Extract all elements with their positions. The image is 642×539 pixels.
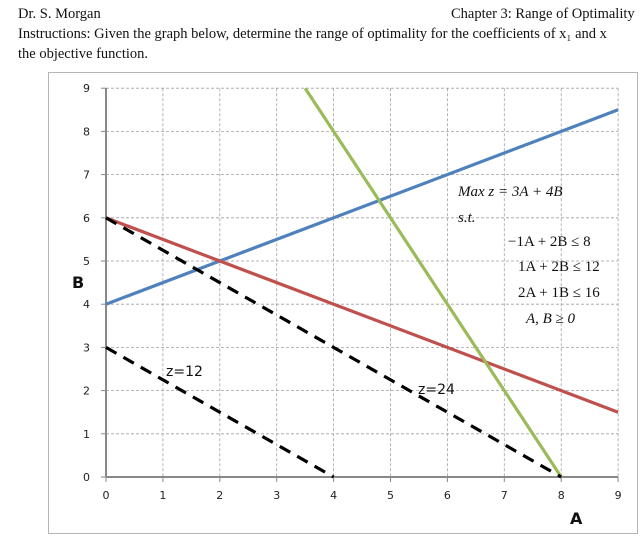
- x-tick-label: 4: [330, 489, 337, 502]
- x-axis-label: A: [570, 509, 583, 528]
- chapter-title: Chapter 3: Range of Optimality: [451, 6, 635, 22]
- y-axis-label: B: [72, 273, 84, 292]
- y-tick-label: 3: [83, 341, 90, 354]
- chart-frame: [48, 72, 638, 534]
- x-tick-label: 6: [444, 489, 451, 502]
- y-tick-label: 2: [83, 385, 90, 398]
- objective-function: Max z = 3A + 4B: [457, 184, 563, 200]
- instructions-line-1: Instructions: Given the graph below, det…: [18, 26, 607, 42]
- y-tick-label: 1: [83, 428, 90, 441]
- x-tick-label: 8: [558, 489, 565, 502]
- x-tick-label: 0: [103, 489, 110, 502]
- constraint-3: 2A + 1B ≤ 16: [518, 285, 600, 301]
- series-line: [303, 87, 563, 478]
- x-tick-label: 3: [273, 489, 280, 502]
- x-tick-label: 1: [159, 489, 166, 502]
- y-tick-label: 7: [83, 169, 90, 182]
- y-tick-label: 5: [83, 255, 90, 268]
- subject-to-label: s.t.: [458, 210, 476, 226]
- lp-model: Max z = 3A + 4B s.t. −1A + 2B ≤ 8 1A + 2…: [457, 184, 600, 327]
- document-header: Dr. S. Morgan Chapter 3: Range of Optima…: [18, 4, 642, 64]
- series-line: [105, 216, 562, 479]
- x-tick-label: 2: [216, 489, 223, 502]
- tick-labels: 0 1 2 3 4 5 6 7 8 9 0 1 2 3 4 5 6 7 8 9: [83, 82, 622, 502]
- x-tick-label: 9: [615, 489, 622, 502]
- y-tick-label: 6: [83, 212, 90, 225]
- constraint-nonneg: A, B ≥ 0: [525, 311, 576, 327]
- y-tick-label: 0: [83, 471, 90, 484]
- series-line: [105, 108, 619, 306]
- author-name: Dr. S. Morgan: [18, 6, 101, 22]
- series-line: [105, 216, 619, 414]
- instructions-line-2: the objective function.: [18, 46, 149, 62]
- constraint-1: −1A + 2B ≤ 8: [508, 234, 591, 250]
- y-tick-label: 4: [83, 298, 90, 311]
- series-line: [105, 346, 335, 479]
- x-tick-label: 7: [501, 489, 508, 502]
- y-tick-label: 8: [83, 125, 90, 138]
- x-tick-label: 5: [387, 489, 394, 502]
- z24-label: z=24: [418, 382, 455, 398]
- y-tick-label: 9: [83, 82, 90, 95]
- constraint-2: 1A + 2B ≤ 12: [518, 259, 600, 275]
- z12-label: z=12: [166, 364, 203, 380]
- plot-lines: [105, 87, 619, 479]
